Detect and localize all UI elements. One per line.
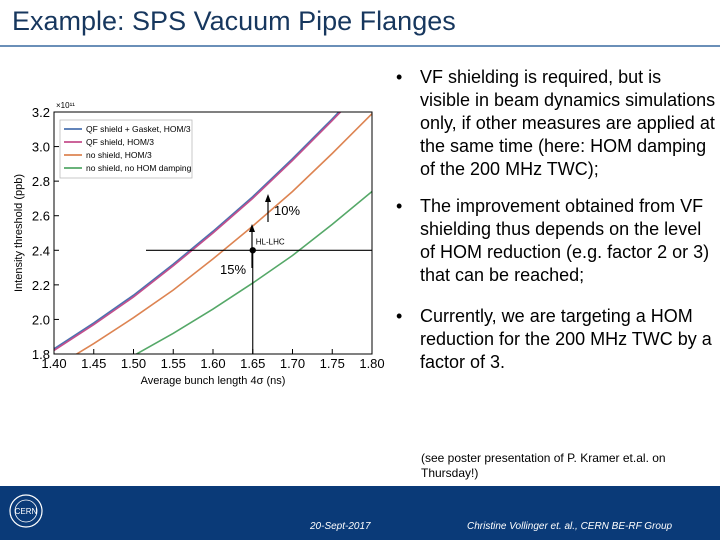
footer-bar	[0, 486, 720, 540]
bullet-item: • Currently, we are targeting a HOM redu…	[396, 305, 716, 374]
footer-date: 20-Sept-2017	[310, 521, 371, 532]
hl-lhc-label: HL-LHC	[256, 237, 285, 246]
annotation-group: HL-LHC 10% 15%	[146, 194, 372, 354]
y-axis-label: Intensity threshold (ppb)	[13, 174, 25, 292]
y-multiplier-label: ×10¹¹	[56, 101, 75, 110]
y-tick-label: 2.2	[32, 278, 50, 293]
x-tick-label: 1.50	[121, 356, 146, 371]
cern-logo-icon: CERN	[9, 494, 43, 528]
series-line-2	[75, 113, 372, 354]
legend-group: QF shield + Gasket, HOM/3 QF shield, HOM/…	[59, 119, 193, 179]
poster-note: (see poster presentation of P. Kramer et…	[421, 451, 666, 480]
bullet-marker: •	[396, 67, 403, 87]
arrow-15-head	[249, 224, 255, 232]
series-line-3	[134, 190, 372, 354]
legend-label-0: QF shield + Gasket, HOM/3	[86, 124, 191, 134]
bullet-item: • VF shielding is required, but is visib…	[396, 66, 716, 181]
y-tick-label: 2.0	[32, 312, 50, 327]
bullet-item: • The improvement obtained from VF shiel…	[396, 195, 716, 287]
bullet-text: VF shielding is required, but is visible…	[420, 67, 716, 179]
x-tick-label: 1.60	[200, 356, 225, 371]
series-line-1	[54, 112, 342, 352]
footer-author: Christine Vollinger et. al., CERN BE-RF …	[467, 521, 673, 532]
bullet-text: The improvement obtained from VF shieldi…	[420, 196, 710, 285]
x-axis-label: Average bunch length 4σ (ns)	[141, 375, 286, 387]
y-tick-label: 3.2	[32, 105, 50, 120]
arrow-up-label: 10%	[274, 203, 300, 218]
y-tick-label: 2.6	[32, 209, 50, 224]
x-tick-label: 1.65	[240, 356, 265, 371]
series-line-0	[54, 112, 340, 350]
hl-lhc-point	[249, 247, 256, 254]
legend-label-2: no shield, HOM/3	[86, 150, 152, 160]
axis-group: 1.40 1.45 1.50 1.55 1.60 1.65 1.70 1.75 1.80 1.8 2…	[13, 101, 385, 387]
x-tick-label: 1.45	[81, 356, 106, 371]
arrow-up-10-head	[265, 194, 271, 202]
x-tick-label: 1.75	[320, 356, 345, 371]
y-tick-label: 2.8	[32, 174, 50, 189]
bullet-list: • VF shielding is required, but is visib…	[396, 66, 716, 388]
x-tick-label: 1.80	[359, 356, 384, 371]
y-tick-label: 1.8	[32, 347, 50, 362]
series-group	[54, 112, 372, 354]
x-tick-label: 1.55	[161, 356, 186, 371]
legend-label-3: no shield, no HOM damping	[86, 163, 192, 173]
bullet-marker: •	[396, 196, 403, 216]
bullet-marker: •	[396, 306, 403, 326]
arrow-left-label: 15%	[220, 262, 246, 277]
title-divider	[0, 45, 720, 47]
x-tick-label: 1.40	[41, 356, 66, 371]
x-tick-label: 1.70	[280, 356, 305, 371]
slide-title: Example: SPS Vacuum Pipe Flanges	[12, 6, 456, 36]
legend-label-1: QF shield, HOM/3	[86, 137, 154, 147]
y-tick-label: 2.4	[32, 243, 50, 258]
bullet-text: Currently, we are targeting a HOM reduct…	[420, 306, 712, 372]
logo-text: CERN	[15, 507, 38, 516]
y-tick-label: 3.0	[32, 140, 50, 155]
